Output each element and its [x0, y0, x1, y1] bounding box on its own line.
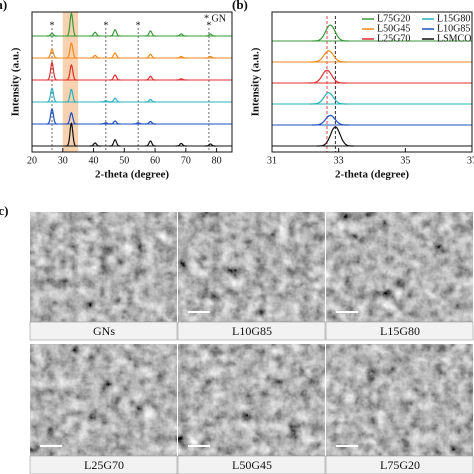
peak — [132, 122, 144, 125]
peak — [144, 140, 156, 147]
panel-label: (a) — [0, 0, 7, 12]
peak — [89, 142, 101, 147]
x-tick-label: 30 — [58, 155, 68, 166]
peak — [144, 53, 156, 59]
x-axis-label: 2-theta (degree) — [335, 169, 409, 181]
x-tick-label: 50 — [119, 155, 129, 166]
gn-marker: * — [136, 20, 141, 31]
peak — [311, 24, 349, 42]
peak — [65, 112, 77, 125]
x-tick-label: 40 — [89, 155, 99, 166]
sem-image — [326, 344, 473, 456]
sem-image — [30, 212, 177, 322]
peak — [175, 78, 187, 81]
peak — [204, 55, 216, 59]
peak — [109, 29, 121, 37]
panel-label: (c) — [0, 203, 8, 218]
legend-label: L25G70 — [377, 33, 410, 44]
sem-image — [178, 212, 325, 322]
legend-label: LSMCO — [437, 33, 471, 44]
highlight-band — [62, 12, 79, 152]
peak — [310, 92, 348, 105]
caption-box — [325, 455, 474, 474]
peak — [65, 122, 77, 147]
sem-image — [30, 344, 177, 456]
peak — [109, 74, 121, 81]
x-tick-label: 37 — [467, 155, 474, 166]
peak — [46, 87, 58, 103]
x-axis-label: 2-theta (degree) — [95, 169, 169, 181]
legend-label: L10G85 — [437, 23, 470, 34]
peak — [109, 52, 121, 59]
plot-frame — [31, 11, 233, 153]
peak — [144, 98, 156, 103]
peak — [175, 33, 187, 37]
image-label: L25G70 — [84, 458, 124, 472]
x-tick-label: 60 — [150, 155, 160, 166]
legend-label: L15G80 — [437, 13, 470, 24]
image-label: L75G20 — [380, 458, 420, 472]
sem-image — [178, 344, 325, 456]
plot-frame — [271, 11, 473, 153]
annotation: * GN — [204, 13, 226, 24]
image-label: L50G45 — [232, 458, 272, 472]
peak — [316, 126, 354, 147]
peak — [46, 32, 58, 37]
gn-marker: * — [103, 20, 108, 31]
peak — [89, 31, 101, 37]
peak — [109, 97, 121, 103]
peak — [144, 120, 156, 125]
x-tick-label: 70 — [181, 155, 191, 166]
caption-box — [29, 321, 178, 341]
peak — [310, 50, 348, 63]
peak — [65, 12, 77, 37]
peak — [46, 48, 58, 59]
panel-label: (b) — [232, 0, 248, 12]
peak — [175, 142, 187, 147]
y-axis-label: Intensity (a.u.) — [250, 47, 262, 116]
peak — [46, 107, 58, 125]
sem-image — [326, 212, 473, 322]
x-tick-label: 35 — [400, 155, 410, 166]
peak — [65, 63, 77, 81]
x-tick-label: 20 — [27, 155, 37, 166]
legend-label: L50G45 — [377, 23, 410, 34]
image-label: GNs — [93, 324, 115, 338]
caption-box — [177, 455, 326, 474]
peak — [144, 75, 156, 81]
gn-marker: * — [50, 20, 55, 31]
image-label: L10G85 — [232, 324, 272, 338]
x-tick-label: 80 — [212, 155, 222, 166]
x-tick-label: 33 — [334, 155, 344, 166]
image-label: L15G80 — [380, 324, 420, 338]
peak — [204, 143, 216, 147]
legend-label: L75G20 — [377, 13, 410, 24]
caption-box — [325, 321, 474, 341]
peak — [308, 69, 346, 84]
peak — [109, 120, 121, 125]
peak — [109, 139, 121, 147]
peak — [65, 41, 77, 59]
peak — [65, 88, 77, 103]
caption-box — [29, 455, 178, 474]
y-axis-label: Intensity (a.u.) — [10, 47, 22, 116]
peak — [204, 33, 216, 37]
peak — [89, 54, 101, 59]
x-tick-label: 31 — [267, 155, 277, 166]
caption-box — [177, 321, 326, 341]
peak — [311, 114, 349, 126]
peak — [46, 61, 58, 81]
peak — [175, 55, 187, 59]
gn-marker: * — [206, 20, 211, 31]
peak — [144, 30, 156, 37]
